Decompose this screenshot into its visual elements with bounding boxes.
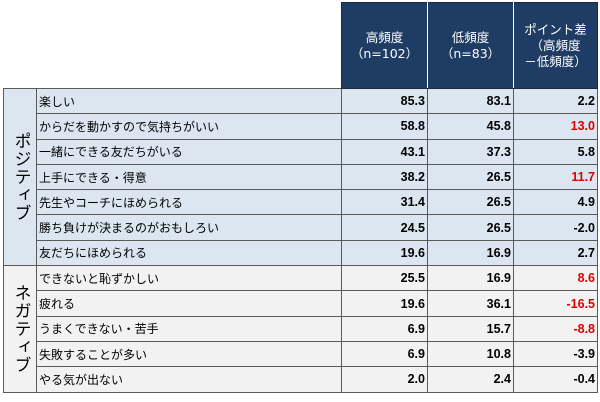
table-row: からだを動かすので気持ちがいい 58.8 45.8 13.0 bbox=[4, 113, 598, 140]
value-low: 36.1 bbox=[427, 290, 514, 317]
row-label: 勝ち負けが決まるのがおもしろい bbox=[36, 214, 342, 241]
value-diff: -16.5 bbox=[513, 290, 598, 317]
row-label: うまくできない・苦手 bbox=[36, 315, 342, 342]
value-high: 38.2 bbox=[341, 163, 428, 191]
value-low: 45.8 bbox=[427, 113, 514, 140]
value-low: 83.1 bbox=[427, 87, 514, 115]
row-label: からだを動かすので気持ちがいい bbox=[36, 113, 342, 140]
table-row: 勝ち負けが決まるのがおもしろい 24.5 26.5 -2.0 bbox=[4, 214, 598, 241]
group-label-negative: ネガティブ bbox=[3, 265, 37, 393]
value-high: 2.0 bbox=[341, 366, 428, 393]
row-label: 友だちにほめられる bbox=[36, 239, 342, 267]
row-label: 一緒にできる友だちがいる bbox=[36, 138, 342, 165]
header-blank bbox=[4, 3, 342, 89]
header-low-frequency: 低頻度 （n=83） bbox=[427, 2, 514, 89]
value-high: 19.6 bbox=[341, 239, 428, 267]
row-label: できないと恥ずかしい bbox=[36, 265, 342, 292]
table-row: 先生やコーチにほめられる 31.4 26.5 4.9 bbox=[4, 189, 598, 216]
value-low: 16.9 bbox=[427, 239, 514, 267]
value-diff: 8.6 bbox=[513, 265, 598, 292]
table-row: 失敗することが多い 6.9 10.8 -3.9 bbox=[4, 340, 598, 368]
value-low: 2.4 bbox=[427, 366, 514, 393]
table-row: ポジティブ 楽しい 85.3 83.1 2.2 bbox=[3, 87, 598, 267]
value-high: 6.9 bbox=[341, 315, 428, 342]
value-low: 37.3 bbox=[427, 138, 514, 165]
value-diff: -2.0 bbox=[513, 214, 598, 241]
header-point-difference: ポイント差 （高頻度 －低頻度） bbox=[513, 2, 598, 89]
table-row: 上手にできる・得意 38.2 26.5 11.7 bbox=[4, 163, 598, 191]
row-label: 楽しい bbox=[36, 87, 342, 115]
value-high: 58.8 bbox=[341, 113, 428, 140]
table-row: 疲れる 19.6 36.1 -16.5 bbox=[4, 290, 598, 317]
header-row: 高頻度 （n=102） 低頻度 （n=83） ポイント差 （高頻度 －低頻度） bbox=[4, 2, 598, 89]
value-low: 26.5 bbox=[427, 214, 514, 241]
value-low: 26.5 bbox=[427, 189, 514, 216]
value-diff: -0.4 bbox=[513, 366, 598, 393]
value-high: 31.4 bbox=[341, 189, 428, 216]
row-label: 失敗することが多い bbox=[36, 340, 342, 368]
value-low: 10.8 bbox=[427, 340, 514, 368]
value-low: 16.9 bbox=[427, 265, 514, 292]
value-high: 85.3 bbox=[341, 87, 428, 115]
comparison-table: 高頻度 （n=102） 低頻度 （n=83） ポイント差 （高頻度 －低頻度） … bbox=[3, 2, 598, 393]
row-label: やる気が出ない bbox=[36, 366, 342, 393]
value-low: 15.7 bbox=[427, 315, 514, 342]
row-label: 上手にできる・得意 bbox=[36, 163, 342, 191]
value-diff: 2.7 bbox=[513, 239, 598, 267]
table-row: 一緒にできる友だちがいる 43.1 37.3 5.8 bbox=[4, 138, 598, 165]
row-label: 先生やコーチにほめられる bbox=[36, 189, 342, 216]
value-high: 43.1 bbox=[341, 138, 428, 165]
value-diff: 13.0 bbox=[513, 113, 598, 140]
value-diff: 2.2 bbox=[513, 87, 598, 115]
value-high: 25.5 bbox=[341, 265, 428, 292]
value-diff: 11.7 bbox=[513, 163, 598, 191]
value-diff: -3.9 bbox=[513, 340, 598, 368]
table-row: 友だちにほめられる 19.6 16.9 2.7 bbox=[4, 239, 598, 267]
value-diff: 4.9 bbox=[513, 189, 598, 216]
table-row: やる気が出ない 2.0 2.4 -0.4 bbox=[4, 366, 598, 393]
value-diff: 5.8 bbox=[513, 138, 598, 165]
row-label: 疲れる bbox=[36, 290, 342, 317]
group-label-positive: ポジティブ bbox=[3, 87, 37, 267]
value-high: 19.6 bbox=[341, 290, 428, 317]
header-high-frequency: 高頻度 （n=102） bbox=[341, 2, 428, 89]
value-high: 6.9 bbox=[341, 340, 428, 368]
table-row: ネガティブ できないと恥ずかしい 25.5 16.9 8.6 bbox=[3, 265, 598, 393]
value-low: 26.5 bbox=[427, 163, 514, 191]
value-diff: -8.8 bbox=[513, 315, 598, 342]
value-high: 24.5 bbox=[341, 214, 428, 241]
table-row: うまくできない・苦手 6.9 15.7 -8.8 bbox=[4, 315, 598, 342]
